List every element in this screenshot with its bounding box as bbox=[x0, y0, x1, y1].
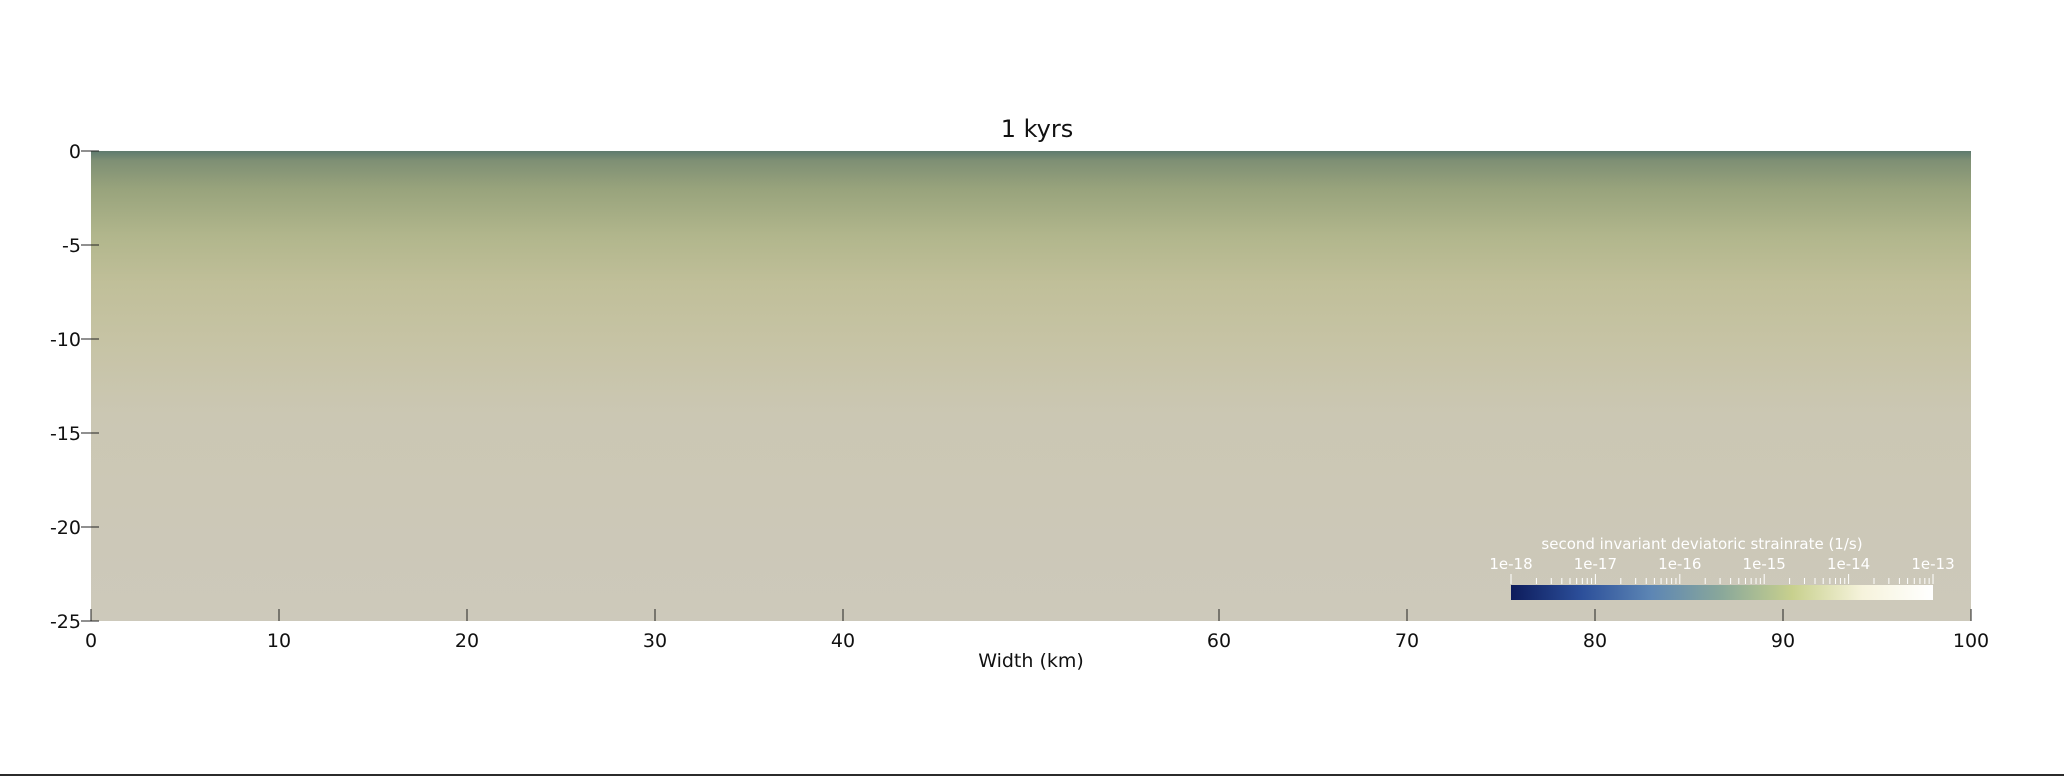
y-tick-label: -10 bbox=[50, 329, 81, 351]
colorbar-ramp bbox=[1511, 585, 1933, 600]
y-tick-label: 0 bbox=[69, 141, 81, 163]
x-tick-label: 70 bbox=[1395, 630, 1419, 652]
colorbar-tick-label: 1e-18 bbox=[1489, 555, 1532, 573]
x-tick-label: 0 bbox=[85, 630, 97, 652]
colorbar-title: second invariant deviatoric strainrate (… bbox=[1541, 535, 1862, 553]
x-axis-label: Width (km) bbox=[978, 650, 1084, 672]
colorbar: second invariant deviatoric strainrate (… bbox=[1489, 535, 1955, 600]
y-tick-label: -15 bbox=[50, 423, 81, 445]
strainrate-field bbox=[91, 151, 1971, 621]
x-tick-label: 80 bbox=[1583, 630, 1607, 652]
x-tick-label: 10 bbox=[267, 630, 291, 652]
y-tick-label: -5 bbox=[62, 235, 81, 257]
chart-title: 1 kyrs bbox=[1001, 115, 1074, 143]
colorbar-tick-label: 1e-14 bbox=[1827, 555, 1870, 573]
x-tick-label: 60 bbox=[1207, 630, 1231, 652]
y-tick-label: -25 bbox=[50, 611, 81, 633]
window-frame-bottom bbox=[0, 774, 2064, 776]
colorbar-ticks: 1e-18 1e-17 1e-16 1e-15 1e-14 1e-13 bbox=[1489, 555, 1955, 584]
colorbar-tick-label: 1e-13 bbox=[1911, 555, 1954, 573]
x-tick-label: 90 bbox=[1771, 630, 1795, 652]
colorbar-tick-label: 1e-15 bbox=[1743, 555, 1786, 573]
x-tick-label: 20 bbox=[455, 630, 479, 652]
colorbar-tick-label: 1e-17 bbox=[1574, 555, 1617, 573]
x-tick-label: 30 bbox=[643, 630, 667, 652]
x-tick-label: 100 bbox=[1953, 630, 1989, 652]
y-tick-label: -20 bbox=[50, 517, 81, 539]
x-axis: 0 10 20 30 40 60 70 80 90 100 bbox=[85, 609, 1989, 652]
x-tick-label: 40 bbox=[831, 630, 855, 652]
y-axis: 0 -5 -10 -15 -20 -25 bbox=[50, 141, 99, 633]
colorbar-tick-label: 1e-16 bbox=[1658, 555, 1701, 573]
